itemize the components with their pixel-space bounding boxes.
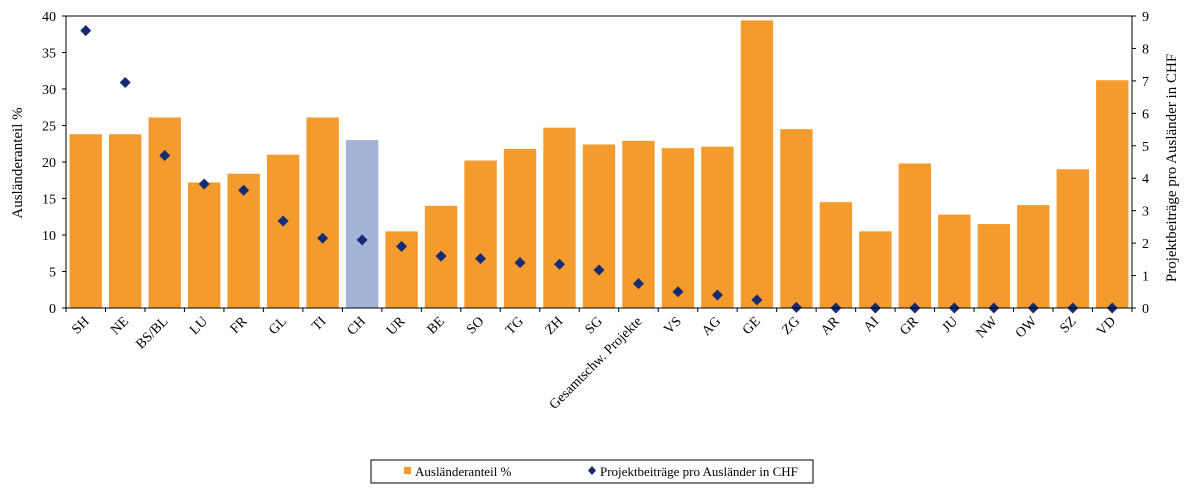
marker-ZH bbox=[554, 258, 566, 270]
bar-TI bbox=[306, 117, 339, 308]
x-tick-label: NE bbox=[108, 314, 132, 338]
x-tick-label: AI bbox=[861, 314, 882, 335]
bar-NE bbox=[109, 134, 142, 308]
bar-GE bbox=[740, 20, 774, 308]
marker-UR bbox=[396, 240, 408, 252]
bar-CH bbox=[345, 140, 379, 308]
x-tick-label: JU bbox=[940, 314, 962, 336]
bar-VS bbox=[661, 148, 695, 308]
legend-marker-swatch bbox=[588, 466, 596, 475]
y2-tick-label: 9 bbox=[1142, 10, 1149, 25]
y-tick-label: 20 bbox=[42, 156, 56, 171]
x-tick-label: GR bbox=[897, 314, 922, 339]
bar-AI bbox=[859, 231, 892, 308]
y2-tick-label: 8 bbox=[1142, 42, 1149, 57]
x-tick-labels: SH NE BS/BL LU FR GL TI CH UR BE SO TG ZH SGGesamtsch… bbox=[69, 314, 1119, 413]
x-tick-label: VD bbox=[1094, 314, 1119, 339]
marker-GL bbox=[277, 215, 289, 227]
bar-LU bbox=[188, 182, 221, 308]
y-tick-label: 30 bbox=[42, 83, 56, 98]
bar-AG bbox=[701, 146, 734, 308]
bar-series bbox=[69, 20, 1129, 309]
y2-tick-label: 1 bbox=[1142, 270, 1149, 285]
marker-BS/BL bbox=[159, 150, 171, 162]
bar-SG bbox=[582, 144, 616, 308]
bar-ZG bbox=[780, 129, 813, 308]
bar-SH bbox=[69, 134, 102, 308]
marker-CH bbox=[356, 234, 368, 246]
bar-AR bbox=[819, 202, 853, 308]
x-tick-label: SO bbox=[464, 314, 487, 337]
marker-VS bbox=[672, 286, 684, 298]
marker-ZG bbox=[790, 301, 802, 313]
x-tick-label: SZ bbox=[1057, 314, 1079, 336]
x-tick-label: ZH bbox=[543, 314, 567, 338]
x-tick-label: ZG bbox=[779, 314, 803, 338]
marker-NE bbox=[119, 77, 131, 89]
marker-SG bbox=[593, 264, 605, 276]
x-tick-label: BS/BL bbox=[133, 314, 171, 352]
marker-LU bbox=[198, 178, 210, 190]
x-tick-label: LU bbox=[187, 314, 211, 338]
y-tick-label: 5 bbox=[49, 266, 56, 281]
bar-NW bbox=[977, 224, 1010, 308]
x-tick-label: UR bbox=[384, 314, 409, 339]
marker-TI bbox=[317, 232, 329, 244]
bar-ZH bbox=[543, 127, 576, 308]
y2-tick-label: 4 bbox=[1142, 172, 1149, 187]
x-tick-label: AR bbox=[818, 314, 843, 339]
axes: 0 5 10 15 20 25 30 35 40 0 1 2 3 4 5 6 7 8 9 bbox=[42, 10, 1149, 317]
y2-tick-label: 2 bbox=[1142, 237, 1149, 252]
marker-AG bbox=[711, 289, 723, 301]
x-tick-label: NW bbox=[974, 314, 1002, 342]
x-tick-label: GL bbox=[266, 314, 290, 338]
bar-TG bbox=[503, 148, 537, 308]
y-tick-label: 0 bbox=[49, 302, 56, 317]
y2-axis-label: Projektbeiträge pro Ausländer in CHF bbox=[1164, 54, 1180, 282]
marker-TG bbox=[514, 257, 526, 269]
x-tick-label: BE bbox=[425, 314, 448, 337]
bar-BS/BL bbox=[148, 117, 181, 308]
marker-BE bbox=[435, 250, 447, 262]
y2-tick-label: 6 bbox=[1142, 107, 1149, 122]
marker-SH bbox=[80, 25, 92, 37]
bar-GL bbox=[266, 154, 300, 308]
bar-SO bbox=[464, 160, 497, 308]
legend-label-bars: Ausländeranteil % bbox=[415, 464, 512, 479]
x-tick-label: TG bbox=[503, 314, 527, 338]
bar-OW bbox=[1017, 205, 1050, 308]
legend-label-markers: Projektbeiträge pro Ausländer in CHF bbox=[600, 464, 798, 479]
x-tick-label: SH bbox=[69, 314, 92, 337]
bar-FR bbox=[227, 173, 260, 308]
x-tick-label: SG bbox=[583, 314, 606, 337]
marker-FR bbox=[238, 184, 250, 196]
x-tick-label: FR bbox=[228, 314, 251, 337]
x-tick-label: TI bbox=[310, 314, 330, 334]
y-tick-label: 40 bbox=[42, 10, 56, 25]
x-tick-label: CH bbox=[345, 314, 369, 338]
legend: Ausländeranteil % Projektbeiträge pro Au… bbox=[370, 459, 814, 484]
marker-Gesamtschw. Projekte bbox=[632, 278, 644, 290]
y2-tick-label: 7 bbox=[1142, 75, 1149, 90]
y-tick-label: 25 bbox=[42, 120, 56, 135]
marker-SO bbox=[475, 253, 487, 265]
x-tick-label: OW bbox=[1013, 314, 1041, 342]
x-tick-label: GE bbox=[740, 314, 764, 338]
y2-tick-label: 3 bbox=[1142, 205, 1149, 220]
y-tick-label: 15 bbox=[42, 193, 56, 208]
marker-GE bbox=[751, 294, 763, 306]
y-axis-label: Ausländeranteil % bbox=[10, 107, 26, 218]
y2-tick-label: 5 bbox=[1142, 140, 1149, 155]
y-tick-label: 35 bbox=[42, 47, 56, 62]
bar-JU bbox=[938, 214, 971, 308]
bar-SZ bbox=[1056, 169, 1089, 308]
y2-tick-label: 0 bbox=[1142, 302, 1149, 317]
bar-VD bbox=[1096, 80, 1129, 309]
legend-bar-swatch bbox=[404, 467, 411, 474]
bar-GR bbox=[898, 163, 932, 308]
y-tick-label: 10 bbox=[42, 229, 56, 244]
x-tick-label: AG bbox=[699, 314, 724, 339]
x-tick-label: VS bbox=[662, 314, 685, 337]
